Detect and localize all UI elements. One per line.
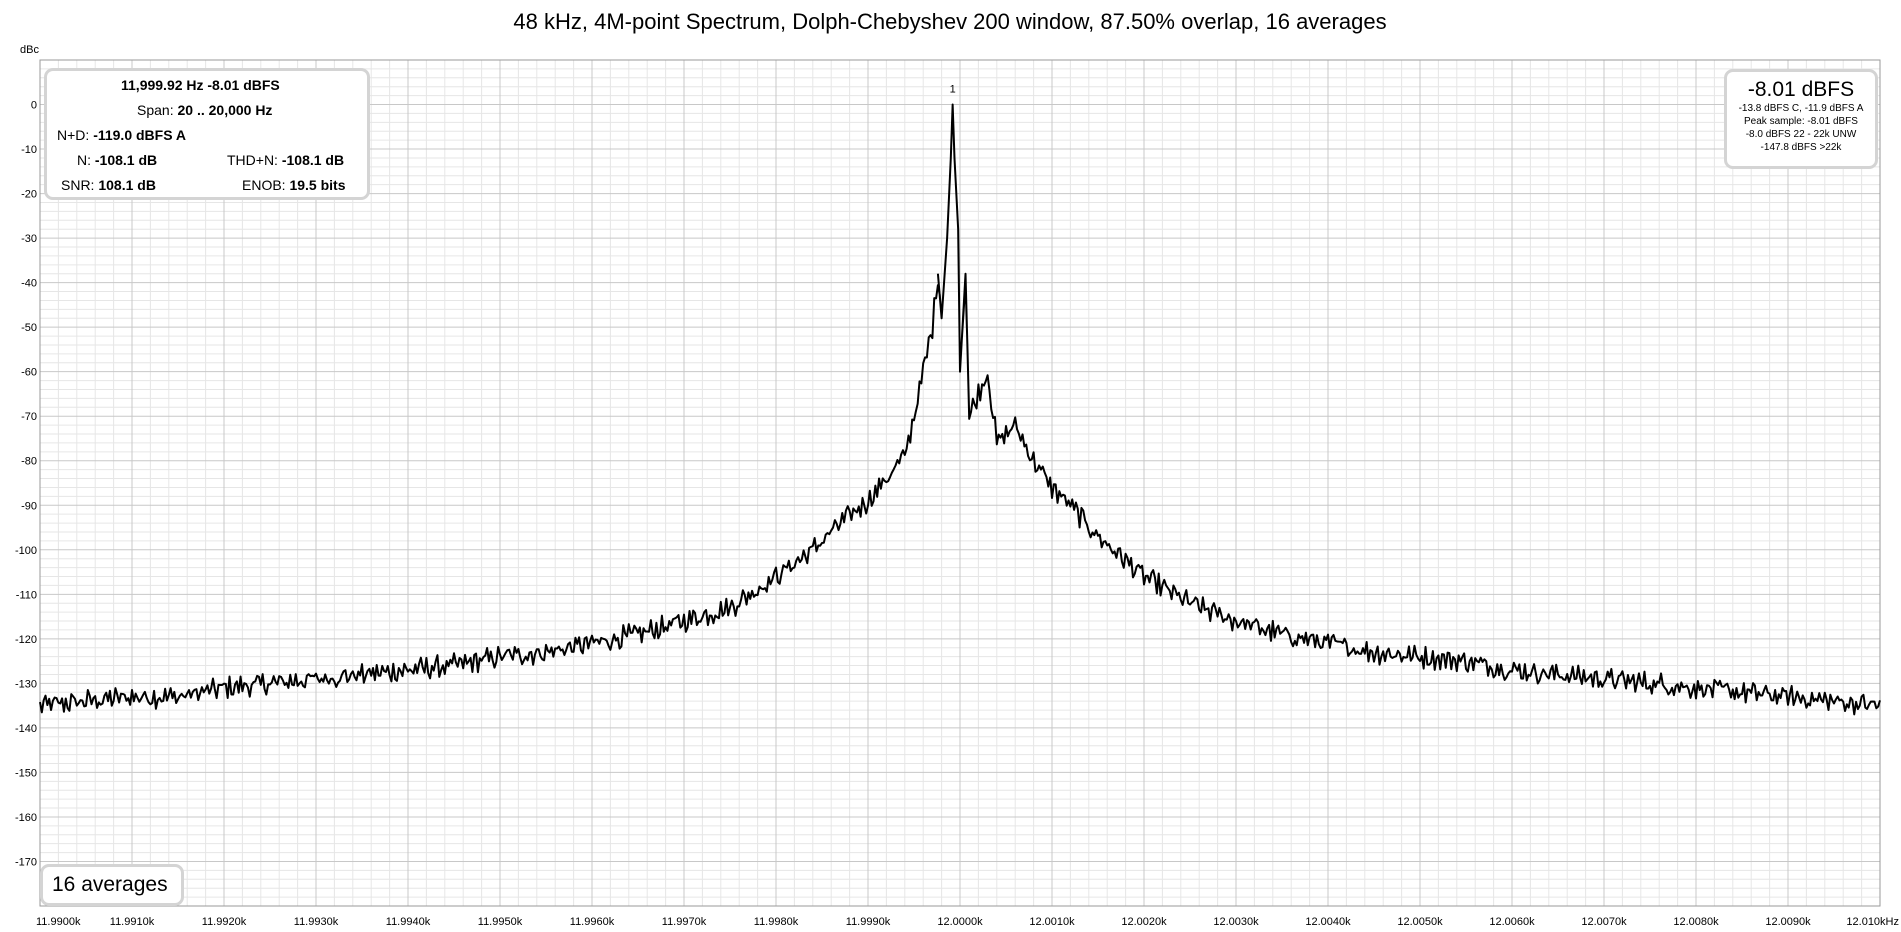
x-tick-label: 12.0020k bbox=[1121, 916, 1167, 928]
x-tick-label: 11.9930k bbox=[294, 916, 339, 928]
y-tick-label: -60 bbox=[21, 367, 37, 379]
thdn-value: -108.1 dB bbox=[281, 152, 345, 168]
averages-badge: 16 averages bbox=[40, 864, 184, 906]
measurement-panel: 11,999.92 Hz -8.01 dBFS Span: 20 .. 20,0… bbox=[44, 68, 370, 200]
nd-value: -119.0 dBFS A bbox=[93, 127, 187, 143]
x-tick-label: 11.9900k bbox=[36, 916, 81, 928]
spectrum-trace bbox=[39, 103, 1881, 716]
plot-frame bbox=[39, 59, 1881, 907]
above-band-readout: -147.8 dBFS >22k bbox=[1760, 142, 1842, 153]
y-tick-label: -70 bbox=[21, 411, 37, 423]
x-tick-label: 12.0040k bbox=[1305, 916, 1351, 928]
peak-markers: 1 bbox=[950, 84, 956, 96]
y-tick-label: -80 bbox=[21, 456, 37, 468]
x-tick-label: 12.0060k bbox=[1489, 916, 1535, 928]
nd-label: N+D: bbox=[57, 127, 90, 143]
peak-marker-label: 1 bbox=[950, 84, 956, 96]
x-tick-label: 12.0050k bbox=[1397, 916, 1443, 928]
x-tick-label: 12.0090k bbox=[1765, 916, 1811, 928]
x-tick-label: 12.0080k bbox=[1673, 916, 1719, 928]
averages-badge-text: 16 averages bbox=[52, 873, 168, 896]
x-tick-label: 12.0000k bbox=[937, 916, 983, 928]
y-tick-label: -90 bbox=[21, 500, 37, 512]
y-tick-label: -20 bbox=[21, 189, 37, 201]
span-label: Span: bbox=[137, 102, 174, 118]
x-tick-label: 11.9940k bbox=[386, 916, 431, 928]
x-tick-label: 11.9950k bbox=[478, 916, 523, 928]
snr-value: 108.1 dB bbox=[98, 177, 156, 193]
y-tick-label: -110 bbox=[16, 589, 37, 601]
y-axis-unit-label: dBc bbox=[20, 44, 39, 56]
chart-title: 48 kHz, 4M-point Spectrum, Dolph-Chebysh… bbox=[513, 9, 1386, 34]
enob-label: ENOB: bbox=[242, 177, 286, 193]
y-tick-label: -50 bbox=[21, 322, 37, 334]
x-axis: 11.9900k 11.9910k 11.9920k 11.9930k 11.9940k… bbox=[36, 916, 1899, 928]
x-tick-label: 11.9990k bbox=[846, 916, 891, 928]
y-tick-label: -160 bbox=[15, 812, 37, 824]
x-tick-label: 11.9910k bbox=[110, 916, 155, 928]
thdn-label: THD+N: bbox=[227, 152, 278, 168]
level-meter-panel: -8.01 dBFS -13.8 dBFS C, -11.9 dBFS A Pe… bbox=[1724, 69, 1878, 169]
y-tick-label: 0 bbox=[31, 100, 37, 112]
y-tick-label: -140 bbox=[15, 723, 37, 735]
x-tick-label: 11.9960k bbox=[570, 916, 615, 928]
snr-label: SNR: bbox=[61, 177, 95, 193]
peak-readout: 11,999.92 Hz -8.01 dBFS bbox=[121, 77, 280, 93]
x-tick-label: 11.9920k bbox=[202, 916, 247, 928]
y-tick-label: -130 bbox=[15, 678, 37, 690]
noise-label: N: bbox=[77, 152, 91, 168]
x-tick-label: 11.9970k bbox=[662, 916, 707, 928]
y-tick-label: -40 bbox=[21, 278, 37, 290]
x-tick-label: 12.0010k bbox=[1029, 916, 1075, 928]
y-tick-label: -100 bbox=[15, 545, 37, 557]
span-value: 20 .. 20,000 Hz bbox=[177, 102, 273, 118]
unweighted-readout: -8.0 dBFS 22 - 22k UNW bbox=[1745, 129, 1857, 140]
x-tick-label: 12.0070k bbox=[1581, 916, 1627, 928]
y-axis: 0 -10 -20 -30 -40 -50 -60 -70 -80 -90 -100 -110 -120… bbox=[15, 100, 37, 869]
level-weighted-readout: -13.8 dBFS C, -11.9 dBFS A bbox=[1738, 103, 1864, 114]
minor-grid bbox=[40, 60, 1880, 906]
peak-sample-readout: Peak sample: -8.01 dBFS bbox=[1744, 116, 1858, 127]
major-grid bbox=[39, 59, 1881, 907]
y-tick-label: -30 bbox=[21, 233, 37, 245]
y-tick-label: -150 bbox=[15, 767, 37, 779]
noise-value: -108.1 dB bbox=[94, 152, 158, 168]
y-tick-label: -120 bbox=[15, 634, 37, 646]
y-tick-label: -10 bbox=[21, 144, 37, 156]
x-tick-label: 12.0030k bbox=[1213, 916, 1259, 928]
y-tick-label: -170 bbox=[15, 856, 37, 868]
x-tick-label: 11.9980k bbox=[754, 916, 799, 928]
enob-value: 19.5 bits bbox=[289, 177, 346, 193]
x-tick-label: 12.010kHz bbox=[1846, 916, 1899, 928]
level-main-readout: -8.01 dBFS bbox=[1747, 78, 1855, 101]
